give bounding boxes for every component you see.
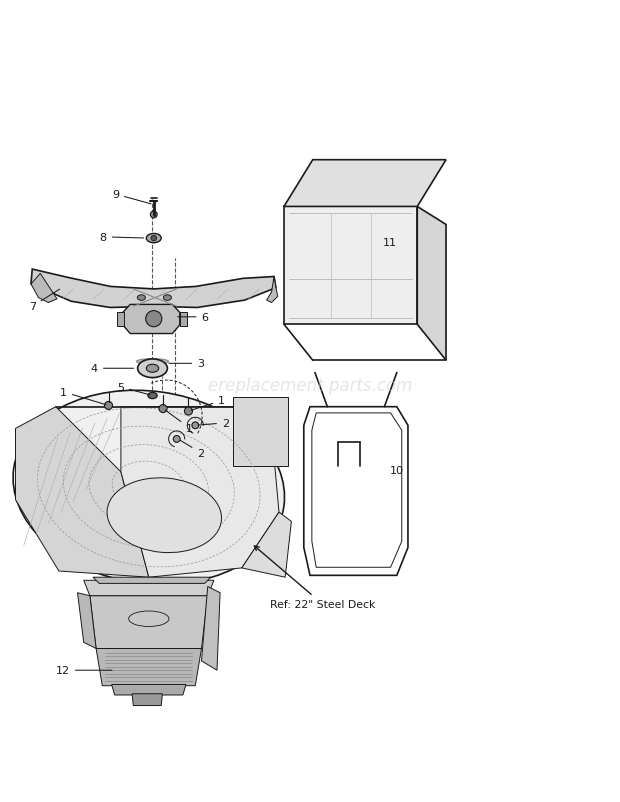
Text: 9: 9 xyxy=(112,190,151,205)
Polygon shape xyxy=(417,207,446,361)
Ellipse shape xyxy=(138,359,167,378)
Polygon shape xyxy=(284,160,446,207)
Ellipse shape xyxy=(164,295,171,301)
Text: Ref: 22" Steel Deck: Ref: 22" Steel Deck xyxy=(254,546,375,609)
Text: ereplacement parts.com: ereplacement parts.com xyxy=(208,376,412,395)
Polygon shape xyxy=(180,313,187,326)
Polygon shape xyxy=(31,274,57,303)
Ellipse shape xyxy=(185,407,192,415)
Polygon shape xyxy=(267,277,278,303)
Polygon shape xyxy=(96,649,202,686)
Text: 12: 12 xyxy=(56,666,112,675)
Polygon shape xyxy=(132,694,162,706)
Ellipse shape xyxy=(150,212,157,219)
Text: 2: 2 xyxy=(198,419,229,428)
Text: 1: 1 xyxy=(166,411,193,433)
Ellipse shape xyxy=(146,234,161,243)
Ellipse shape xyxy=(159,405,167,413)
Ellipse shape xyxy=(146,311,162,327)
Polygon shape xyxy=(123,305,180,334)
Polygon shape xyxy=(284,207,417,325)
Polygon shape xyxy=(112,685,186,695)
Polygon shape xyxy=(16,407,149,577)
Polygon shape xyxy=(232,398,288,466)
Ellipse shape xyxy=(146,365,159,373)
Ellipse shape xyxy=(136,359,169,365)
Ellipse shape xyxy=(138,295,145,301)
Polygon shape xyxy=(93,577,211,584)
Polygon shape xyxy=(84,581,214,596)
Text: 10: 10 xyxy=(389,465,404,476)
Ellipse shape xyxy=(148,393,157,399)
Ellipse shape xyxy=(173,436,180,443)
Polygon shape xyxy=(242,512,291,577)
Text: 8: 8 xyxy=(100,233,144,242)
Text: 7: 7 xyxy=(29,290,60,312)
Text: 1: 1 xyxy=(60,387,106,405)
Ellipse shape xyxy=(192,423,198,429)
Ellipse shape xyxy=(151,236,156,241)
Polygon shape xyxy=(31,269,276,308)
Text: 4: 4 xyxy=(91,364,134,374)
Text: 11: 11 xyxy=(383,238,397,248)
Polygon shape xyxy=(78,593,96,649)
Polygon shape xyxy=(117,313,124,326)
Text: 1: 1 xyxy=(191,396,225,411)
Polygon shape xyxy=(202,587,220,670)
Polygon shape xyxy=(121,407,279,577)
Text: 5: 5 xyxy=(117,383,150,395)
Polygon shape xyxy=(90,596,208,649)
Ellipse shape xyxy=(13,391,285,585)
Ellipse shape xyxy=(107,478,221,553)
Ellipse shape xyxy=(104,402,113,410)
Text: 2: 2 xyxy=(180,441,204,458)
Text: 6: 6 xyxy=(177,313,208,322)
Text: 3: 3 xyxy=(169,358,204,369)
